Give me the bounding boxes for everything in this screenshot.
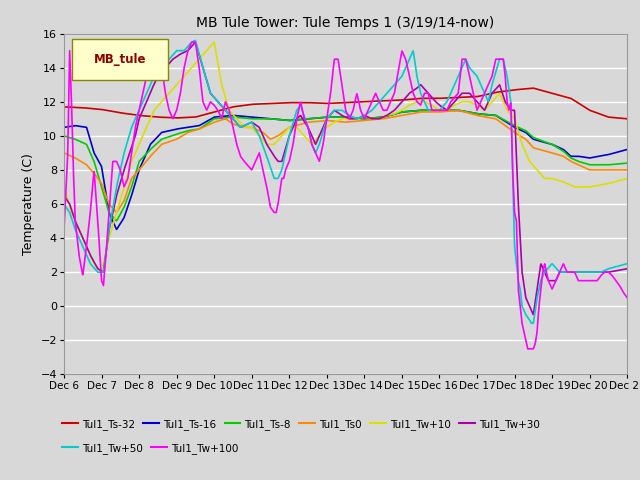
Tul1_Tw+30 <box>191 39 199 45</box>
Text: MB_tule: MB_tule <box>94 53 147 66</box>
Tul1_Ts0 <box>334 119 342 124</box>
Tul1_Tw+30 <box>623 266 631 272</box>
Tul1_Tw+100 <box>319 141 327 146</box>
Tul1_Ts-16 <box>504 120 512 126</box>
Line: Tul1_Ts-32: Tul1_Ts-32 <box>64 88 627 119</box>
Tul1_Ts0 <box>113 209 120 215</box>
Tul1_Ts0 <box>504 125 512 131</box>
Tul1_Tw+10 <box>504 108 512 114</box>
Tul1_Tw+100 <box>607 272 615 278</box>
Tul1_Tw+100 <box>623 295 631 300</box>
Tul1_Tw+100 <box>188 39 196 45</box>
Tul1_Tw+30 <box>607 269 615 275</box>
Tul1_Tw+50 <box>60 201 68 207</box>
Tul1_Tw+10 <box>607 180 615 186</box>
Tul1_Tw+100 <box>60 227 68 232</box>
Tul1_Ts-8 <box>504 119 512 125</box>
Tul1_Tw+10 <box>623 176 631 181</box>
Tul1_Ts-16 <box>417 108 425 113</box>
Tul1_Tw+10 <box>319 128 327 134</box>
Tul1_Ts0 <box>60 150 68 156</box>
Tul1_Tw+50 <box>191 37 199 43</box>
Tul1_Ts-32 <box>504 88 511 94</box>
Tul1_Ts-8 <box>607 162 615 168</box>
Line: Tul1_Tw+30: Tul1_Tw+30 <box>64 42 627 314</box>
Tul1_Ts-32 <box>89 106 97 111</box>
Tul1_Tw+100 <box>524 346 532 352</box>
Tul1_Tw+10 <box>607 180 615 186</box>
Tul1_Ts-8 <box>417 108 425 113</box>
Tul1_Tw+50 <box>504 78 511 84</box>
Y-axis label: Temperature (C): Temperature (C) <box>22 153 35 255</box>
Tul1_Ts-8 <box>89 156 97 161</box>
Tul1_Ts-8 <box>607 162 615 168</box>
Tul1_Tw+50 <box>319 128 327 134</box>
Tul1_Tw+50 <box>607 265 615 271</box>
Tul1_Ts-16 <box>623 146 631 152</box>
Tul1_Ts-16 <box>89 145 97 151</box>
Title: MB Tule Tower: Tule Temps 1 (3/19/14-now): MB Tule Tower: Tule Temps 1 (3/19/14-now… <box>196 16 495 30</box>
Tul1_Ts-32 <box>334 100 342 106</box>
Tul1_Tw+30 <box>529 312 537 317</box>
Tul1_Ts-8 <box>319 115 327 120</box>
Legend: Tul1_Ts-32, Tul1_Ts-16, Tul1_Ts-8, Tul1_Ts0, Tul1_Tw+10, Tul1_Tw+30: Tul1_Ts-32, Tul1_Ts-16, Tul1_Ts-8, Tul1_… <box>58 415 544 434</box>
Tul1_Ts-16 <box>607 151 615 157</box>
Tul1_Ts-16 <box>607 151 615 156</box>
Tul1_Ts0 <box>454 108 462 113</box>
Tul1_Tw+10 <box>335 118 342 123</box>
Tul1_Ts-8 <box>334 114 342 120</box>
Tul1_Tw+100 <box>607 272 615 277</box>
Tul1_Ts-16 <box>113 227 120 232</box>
Line: Tul1_Ts-8: Tul1_Ts-8 <box>64 110 627 221</box>
Tul1_Ts-32 <box>60 104 68 110</box>
Tul1_Tw+30 <box>334 110 342 116</box>
Line: Tul1_Ts-16: Tul1_Ts-16 <box>64 110 627 229</box>
Line: Tul1_Ts0: Tul1_Ts0 <box>64 110 627 212</box>
Tul1_Ts0 <box>89 169 97 175</box>
Tul1_Tw+30 <box>89 257 97 263</box>
Tul1_Tw+50 <box>528 321 536 326</box>
Tul1_Ts0 <box>607 167 615 173</box>
Tul1_Tw+10 <box>211 39 218 45</box>
Tul1_Tw+50 <box>334 108 342 113</box>
Tul1_Tw+10 <box>60 184 68 190</box>
Tul1_Tw+30 <box>319 124 327 130</box>
Tul1_Tw+100 <box>334 57 342 62</box>
Tul1_Ts-16 <box>60 124 68 130</box>
Tul1_Tw+30 <box>504 103 511 108</box>
Tul1_Tw+10 <box>89 258 97 264</box>
Tul1_Ts-32 <box>529 85 537 91</box>
Line: Tul1_Tw+10: Tul1_Tw+10 <box>64 42 627 272</box>
Tul1_Tw+50 <box>607 265 615 271</box>
Tul1_Tw+30 <box>60 192 68 198</box>
Tul1_Ts-16 <box>334 114 342 120</box>
Tul1_Ts-32 <box>607 114 615 120</box>
Tul1_Ts0 <box>319 118 327 124</box>
Tul1_Ts-8 <box>60 133 68 139</box>
Tul1_Ts-32 <box>607 114 614 120</box>
Tul1_Ts-8 <box>113 218 120 224</box>
Tul1_Tw+50 <box>89 264 97 269</box>
Tul1_Tw+100 <box>89 182 97 188</box>
Tul1_Ts0 <box>623 167 631 173</box>
Tul1_Ts-32 <box>623 116 631 121</box>
Tul1_Tw+30 <box>607 269 615 275</box>
Tul1_Tw+100 <box>504 102 511 108</box>
Tul1_Ts-8 <box>623 160 631 166</box>
Line: Tul1_Tw+100: Tul1_Tw+100 <box>64 42 627 349</box>
Tul1_Ts-32 <box>319 100 327 106</box>
FancyBboxPatch shape <box>72 39 168 80</box>
Tul1_Ts-16 <box>319 115 327 120</box>
Tul1_Tw+10 <box>98 269 106 275</box>
Tul1_Tw+50 <box>623 261 631 266</box>
Line: Tul1_Tw+50: Tul1_Tw+50 <box>64 40 627 324</box>
Tul1_Ts0 <box>607 167 615 173</box>
